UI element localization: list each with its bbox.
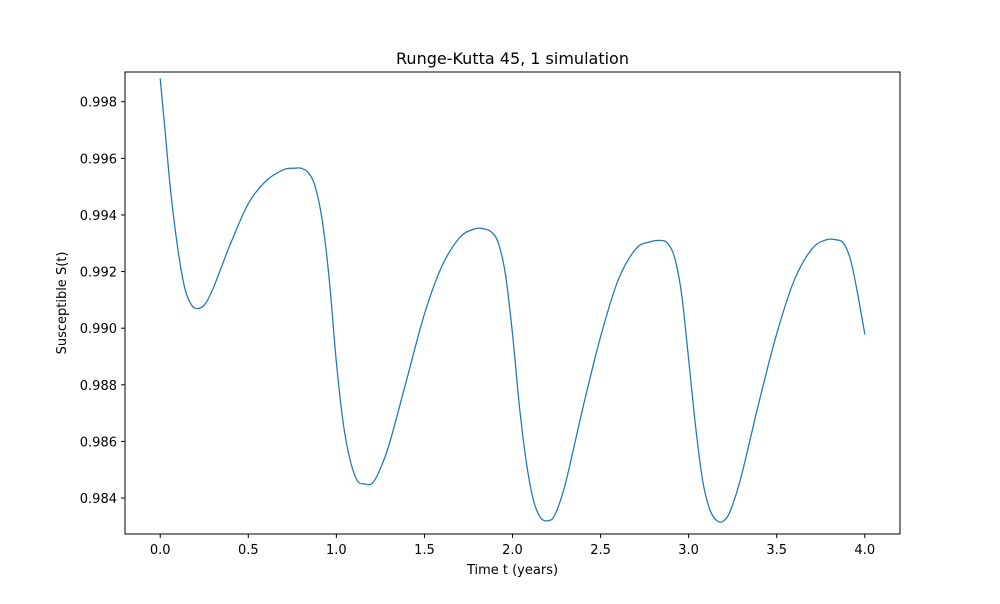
y-tick-label: 0.986 bbox=[80, 435, 117, 450]
x-tick-label: 3.0 bbox=[678, 543, 699, 558]
x-tick-label: 0.0 bbox=[150, 543, 171, 558]
y-axis-label: Susceptible S(t) bbox=[55, 252, 70, 355]
y-tick-label: 0.992 bbox=[80, 266, 117, 281]
y-tick-label: 0.988 bbox=[80, 379, 117, 394]
x-tick-label: 2.5 bbox=[590, 543, 611, 558]
x-tick-label: 1.5 bbox=[414, 543, 435, 558]
chart-title: Runge-Kutta 45, 1 simulation bbox=[396, 49, 629, 68]
x-tick-label: 4.0 bbox=[854, 543, 875, 558]
x-axis: 0.0 0.5 1.0 1.5 2.0 2.5 3.0 3.5 4.0 bbox=[150, 534, 875, 558]
x-tick-label: 2.0 bbox=[502, 543, 523, 558]
x-tick-label: 0.5 bbox=[238, 543, 259, 558]
x-tick-label: 3.5 bbox=[766, 543, 787, 558]
series-line bbox=[159, 78, 866, 523]
y-tick-label: 0.990 bbox=[80, 322, 117, 337]
plot-area bbox=[124, 71, 901, 535]
axes-background bbox=[125, 72, 900, 534]
y-tick-label: 0.998 bbox=[80, 96, 117, 111]
x-tick-label: 1.0 bbox=[326, 543, 347, 558]
y-axis: 0.984 0.986 0.988 0.990 0.992 0.994 0.996 0.998 bbox=[80, 96, 125, 507]
y-tick-label: 0.984 bbox=[80, 492, 117, 507]
y-tick-label: 0.994 bbox=[80, 209, 117, 224]
y-tick-label: 0.996 bbox=[80, 152, 117, 167]
x-axis-label: Time t (years) bbox=[466, 563, 558, 578]
